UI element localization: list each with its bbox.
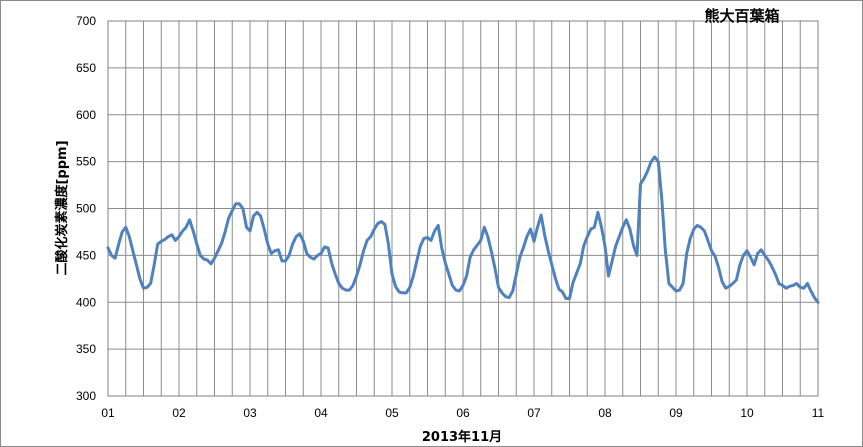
x-axis-ticks: 01 02 03 04 05 06 07 08 09 10 11: [101, 406, 824, 420]
x-axis-label: 2013年11月: [422, 429, 502, 445]
x-tick-label: 11: [812, 406, 825, 420]
y-axis-label: 二酸化炭素濃度[ppm]: [54, 140, 70, 275]
y-tick-label: 550: [76, 155, 96, 169]
x-tick-label: 02: [172, 406, 186, 420]
x-tick-label: 04: [314, 406, 328, 420]
co2-series-line: [106, 155, 820, 304]
x-tick-label: 03: [243, 406, 257, 420]
plot-area: [107, 20, 819, 397]
y-tick-label: 650: [76, 61, 96, 75]
x-tick-label: 07: [527, 406, 541, 420]
y-tick-label: 400: [76, 295, 96, 309]
x-tick-label: 10: [740, 406, 754, 420]
y-tick-label: 350: [76, 342, 96, 356]
y-tick-label: 300: [76, 389, 96, 403]
gridlines: [108, 21, 818, 396]
y-tick-label: 600: [76, 108, 96, 122]
x-tick-label: 06: [456, 406, 470, 420]
y-axis-ticks: 300 350 400 450 500 550 600 650 700: [76, 14, 96, 403]
y-tick-label: 450: [76, 248, 96, 262]
y-tick-label: 700: [76, 14, 96, 28]
x-tick-label: 05: [385, 406, 399, 420]
x-tick-label: 09: [669, 406, 683, 420]
x-tick-label: 01: [101, 406, 115, 420]
x-tick-label: 08: [598, 406, 612, 420]
y-tick-label: 500: [76, 202, 96, 216]
chart-title: 熊大百葉箱: [704, 7, 779, 25]
